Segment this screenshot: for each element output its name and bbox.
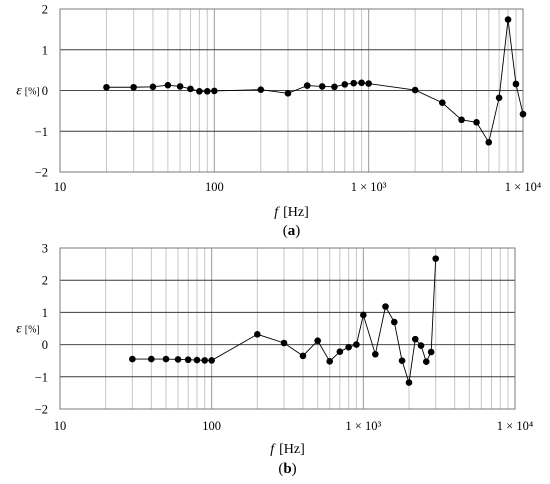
y-axis-label: ε [%]	[16, 322, 40, 337]
x-tick-label: 100	[202, 419, 221, 433]
y-tick-label: 0	[42, 84, 48, 98]
series-line	[106, 19, 524, 144]
data-point	[103, 83, 110, 91]
data-point	[495, 94, 503, 102]
data-point	[345, 343, 352, 351]
data-point	[390, 318, 398, 326]
data-point	[326, 358, 333, 365]
data-point	[422, 358, 430, 365]
x-axis-label-symbol: f	[274, 205, 280, 220]
panel-label-open: (	[278, 461, 283, 477]
x-tick-label: 1 × 10³	[351, 180, 387, 194]
data-point	[148, 355, 155, 363]
data-point	[193, 356, 201, 364]
plot-frame	[59, 8, 524, 173]
y-tick-label: 2	[42, 3, 48, 17]
data-point	[504, 16, 512, 23]
data-point	[257, 86, 265, 93]
y-axis-label-unit: [%]	[25, 325, 40, 336]
y-axis-label-unit: [%]	[25, 87, 40, 98]
x-tick-label: 1 × 10³	[345, 419, 381, 433]
data-point	[417, 342, 425, 349]
y-tick-label: −2	[35, 166, 48, 180]
data-point	[303, 82, 311, 89]
y-axis-label: ε [%]	[16, 84, 40, 99]
y-axis-label-symbol: ε	[16, 84, 22, 99]
y-tick-label: 0	[42, 338, 48, 352]
data-point	[382, 303, 389, 310]
x-axis-label: f [Hz]	[270, 442, 305, 457]
x-axis-label-unit: [Hz]	[283, 205, 309, 220]
data-point	[432, 255, 439, 262]
panel-label: (b)	[278, 461, 296, 477]
data-point	[208, 357, 215, 364]
panel-label-close: )	[292, 461, 297, 477]
data-point	[162, 355, 170, 363]
x-axis-label-unit: [Hz]	[279, 442, 305, 457]
data-point	[411, 86, 419, 94]
data-point	[458, 116, 465, 124]
data-point	[398, 357, 406, 365]
panel-label: (a)	[283, 223, 301, 239]
data-point	[360, 311, 367, 319]
x-tick-label: 10	[54, 180, 67, 194]
x-tick-label: 100	[205, 180, 224, 194]
data-point	[164, 81, 172, 89]
data-point	[353, 341, 360, 348]
data-point	[254, 330, 261, 338]
data-point	[350, 79, 358, 87]
data-point	[331, 83, 338, 91]
data-point	[129, 355, 136, 363]
data-point	[341, 81, 349, 88]
data-point	[176, 83, 184, 90]
y-tick-label: 1	[42, 43, 48, 57]
plot-frame	[59, 247, 516, 410]
data-point	[439, 99, 446, 107]
x-tick-label: 1 × 10⁴	[505, 180, 541, 194]
y-axis-label-symbol: ε	[16, 322, 22, 337]
y-tick-label: −2	[35, 403, 48, 417]
data-point	[314, 337, 321, 345]
data-point	[405, 379, 413, 386]
data-point	[130, 83, 137, 91]
data-point	[365, 80, 372, 87]
panel-label-letter: b	[283, 461, 291, 477]
x-tick-label: 1 × 10⁴	[497, 419, 533, 433]
data-point	[149, 83, 157, 91]
data-point	[358, 79, 365, 87]
data-point	[203, 88, 211, 95]
y-tick-label: 3	[42, 242, 48, 256]
data-point	[184, 356, 192, 364]
y-tick-label: 1	[42, 306, 48, 320]
data-point	[372, 350, 379, 358]
x-tick-label: 10	[54, 419, 67, 433]
data-point	[284, 90, 292, 97]
data-point	[187, 85, 194, 93]
panel-label-open: (	[283, 223, 288, 239]
x-axis-label: f [Hz]	[274, 205, 309, 220]
data-point	[485, 138, 493, 146]
data-point	[201, 357, 209, 364]
panel-label-letter: a	[288, 223, 296, 239]
data-point	[299, 352, 307, 360]
data-point	[411, 335, 419, 343]
data-point	[519, 110, 527, 118]
data-point	[336, 348, 344, 355]
data-point	[196, 88, 203, 95]
data-point	[427, 348, 435, 356]
data-point	[512, 80, 520, 88]
data-point	[473, 118, 480, 126]
panel-label-close: )	[295, 223, 300, 239]
data-point	[318, 83, 326, 90]
y-tick-label: −1	[35, 125, 48, 139]
data-point	[174, 356, 182, 363]
x-axis-label-symbol: f	[270, 442, 276, 457]
y-tick-label: −1	[35, 370, 48, 384]
data-point	[211, 87, 218, 95]
y-tick-label: 2	[42, 274, 48, 288]
data-point	[280, 339, 288, 347]
